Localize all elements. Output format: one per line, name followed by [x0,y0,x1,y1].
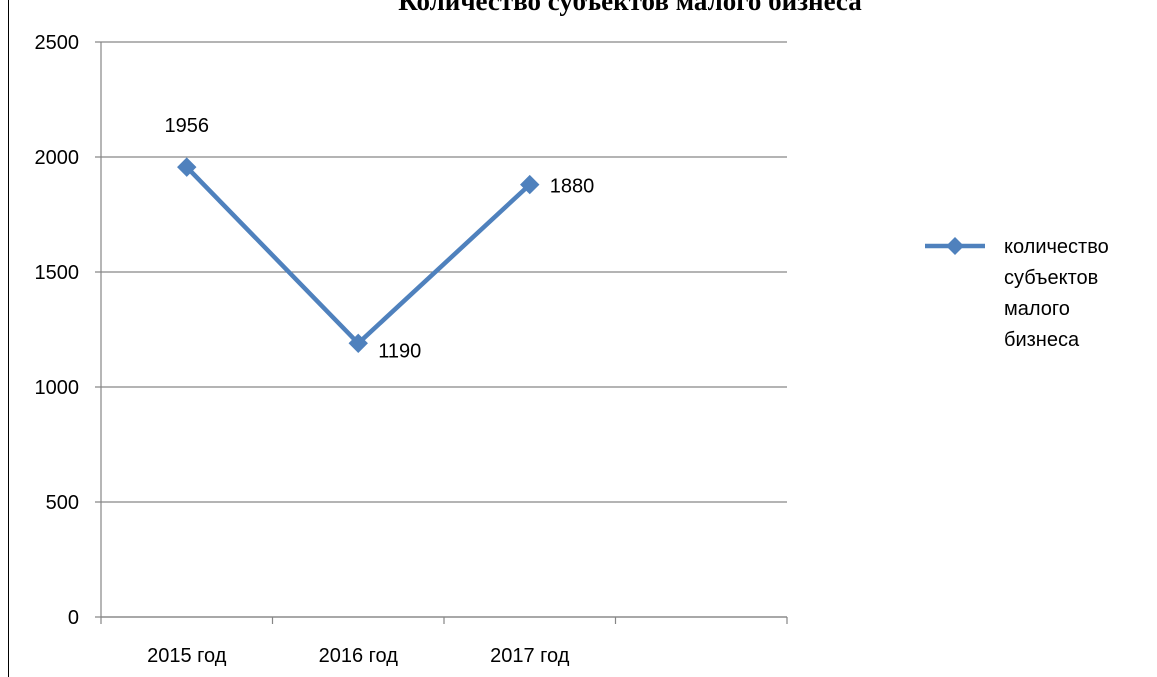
chart-title: Количество субъектов малого бизнеса [398,0,862,16]
legend-label: малого [1004,298,1070,320]
chart-frame [8,0,1157,677]
x-tick-label: 2016 год [319,645,399,667]
y-tick-label: 1000 [35,377,80,399]
data-point-marker [177,157,197,177]
legend-label: количество [1004,236,1109,258]
legend-label: субъектов [1004,267,1098,289]
data-point-marker [348,333,368,354]
x-tick-label: 2015 год [147,645,227,667]
data-label: 1880 [550,176,595,198]
y-tick-label: 2500 [35,32,80,54]
x-tick-label: 2017 год [490,645,570,667]
series-line [184,164,532,346]
y-tick-label: 1500 [35,262,80,284]
data-point-marker [520,174,540,195]
legend-label: бизнеса [1004,329,1080,351]
data-label: 1956 [165,115,210,137]
y-tick-label: 2000 [35,147,80,169]
data-label: 1190 [378,340,421,362]
legend-marker [946,237,964,255]
y-tick-label: 0 [68,607,79,629]
y-tick-label: 500 [46,492,79,514]
